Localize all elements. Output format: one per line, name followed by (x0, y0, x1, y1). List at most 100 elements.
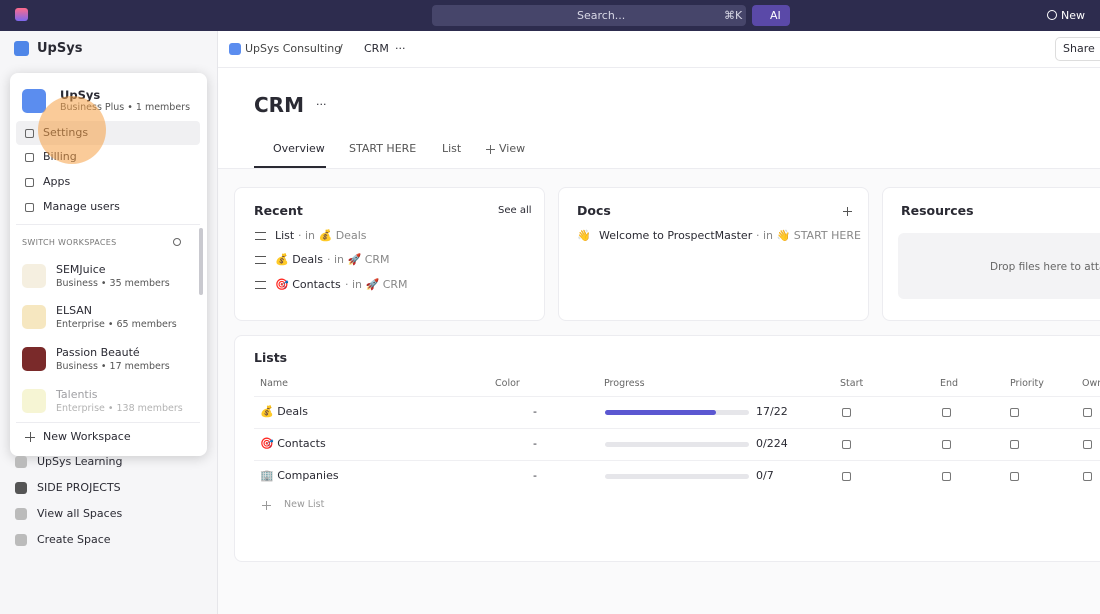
menu-logo (22, 89, 46, 113)
list-name[interactable]: 💰 Deals (260, 405, 308, 418)
column-header: Owner (1082, 378, 1100, 389)
shortcut: ⌘K (724, 9, 743, 22)
cell-icon[interactable] (942, 472, 951, 481)
new-button[interactable]: New (1061, 9, 1085, 22)
more-button[interactable]: ··· (395, 42, 406, 55)
cell-icon[interactable] (1010, 472, 1019, 481)
space-icon (15, 482, 27, 494)
cell-icon[interactable] (942, 408, 951, 417)
progress-label: 17/22 (756, 405, 788, 418)
recent-item[interactable]: 🎯 Contacts (275, 278, 341, 291)
search-box[interactable] (432, 5, 746, 26)
workspace-logo (22, 389, 46, 413)
cell-icon[interactable] (1083, 408, 1092, 417)
breadcrumb-icon (229, 43, 241, 55)
card-title: Recent (254, 203, 303, 218)
workspace-plan: Business • 35 members (56, 278, 170, 289)
space-icon (15, 508, 27, 520)
breadcrumb-separator: / (339, 42, 343, 55)
column-header: Progress (604, 378, 645, 389)
cell-icon[interactable] (842, 472, 851, 481)
tab[interactable]: List (442, 142, 462, 155)
list-color: - (533, 469, 537, 482)
cell-icon[interactable] (1010, 440, 1019, 449)
share-label[interactable]: Share (1063, 42, 1095, 55)
breadcrumb-item[interactable]: UpSys Consulting (245, 42, 342, 55)
column-header: Name (260, 378, 289, 389)
workspace-logo (22, 347, 46, 371)
share-button[interactable] (1055, 37, 1100, 61)
ai-button[interactable] (752, 5, 790, 26)
menu-icon (25, 153, 34, 162)
new-workspace[interactable]: New Workspace (43, 430, 131, 443)
cell-icon[interactable] (842, 408, 851, 417)
tab[interactable]: Overview (273, 142, 325, 155)
progress-label: 0/224 (756, 437, 788, 450)
cell-icon[interactable] (1010, 408, 1019, 417)
tab[interactable]: View (499, 142, 526, 155)
workspace-name[interactable]: Passion Beauté (56, 346, 140, 359)
menu-action[interactable]: Manage users (43, 200, 120, 213)
recent-item[interactable]: List (275, 229, 295, 242)
logo[interactable] (15, 8, 28, 21)
divider (16, 422, 200, 423)
cell-icon[interactable] (842, 440, 851, 449)
menu-icon (25, 178, 34, 187)
plus-icon (490, 144, 492, 154)
lists-card (234, 335, 1100, 562)
recent-location: · in 🚀 CRM (345, 278, 408, 291)
plus-icon (266, 500, 268, 510)
column-header: End (940, 378, 959, 389)
new-icon (1047, 10, 1057, 20)
doc-item[interactable]: Welcome to ProspectMaster (599, 229, 753, 242)
workspace-logo (22, 264, 46, 288)
recent-item[interactable]: 💰 Deals (275, 253, 323, 266)
see-all[interactable]: See all (498, 205, 532, 216)
more-button[interactable]: ··· (316, 98, 327, 111)
drop-zone[interactable] (898, 233, 1100, 299)
space-item[interactable]: Create Space (37, 533, 111, 546)
space-item[interactable]: View all Spaces (37, 507, 123, 520)
space-item[interactable]: UpSys Learning (37, 455, 123, 468)
page-title: CRM (254, 93, 304, 117)
new-list[interactable]: New List (284, 499, 325, 510)
list-name[interactable]: 🏢 Companies (260, 469, 339, 482)
workspace-logo (14, 41, 29, 56)
breadcrumb-item[interactable]: CRM (364, 42, 389, 55)
cell-icon[interactable] (1083, 472, 1092, 481)
menu-icon (25, 129, 34, 138)
progress-fill (605, 410, 717, 415)
workspace-name[interactable]: SEMJuice (56, 263, 106, 276)
progress-track (605, 442, 749, 447)
workspace-name[interactable]: Talentis (56, 388, 98, 401)
row-divider (254, 396, 1100, 397)
menu-workspace-plan: Business Plus • 1 members (60, 102, 191, 113)
row-divider (254, 460, 1100, 461)
list-icon (255, 281, 266, 289)
cell-icon[interactable] (942, 440, 951, 449)
list-name[interactable]: 🎯 Contacts (260, 437, 326, 450)
doc-location: · in 👋 START HERE (756, 229, 861, 242)
menu-action[interactable]: Apps (43, 175, 71, 188)
workspace-plan: Business • 17 members (56, 361, 170, 372)
tab[interactable]: START HERE (349, 142, 417, 155)
section-title: SWITCH WORKSPACES (22, 238, 117, 247)
menu-icon (25, 203, 34, 212)
card-title: Docs (577, 203, 611, 218)
cell-icon[interactable] (1083, 440, 1092, 449)
space-item[interactable]: SIDE PROJECTS (37, 481, 121, 494)
workspace-name[interactable]: ELSAN (56, 304, 93, 317)
column-header: Priority (1010, 378, 1044, 389)
column-header: Color (495, 378, 520, 389)
recent-location: · in 🚀 CRM (327, 253, 390, 266)
ai-label: AI (770, 9, 781, 22)
workspace-name[interactable]: UpSys (37, 41, 83, 56)
space-icon (15, 534, 27, 546)
search-placeholder: Search... (577, 9, 626, 22)
scrollbar[interactable] (199, 228, 203, 295)
tab-underline (254, 166, 326, 168)
progress-track (605, 474, 749, 479)
divider (218, 67, 1100, 68)
search-icon (173, 238, 181, 246)
